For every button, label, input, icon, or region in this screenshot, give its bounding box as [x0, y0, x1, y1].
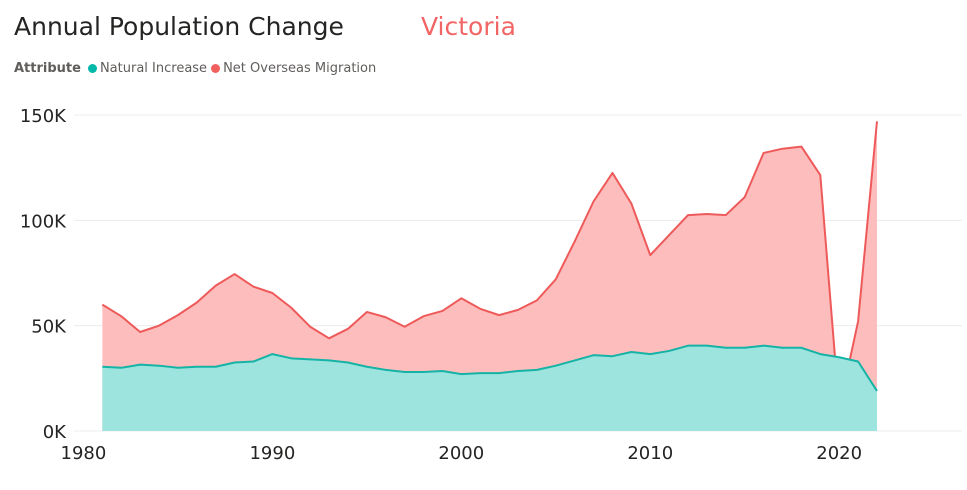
y-tick-label: 50K	[31, 317, 67, 338]
x-tick-label: 2020	[816, 443, 862, 464]
chart-subtitle: Victoria	[421, 12, 516, 41]
legend-item-natural-increase[interactable]: Natural Increase	[87, 61, 208, 76]
line-net-overseas-migration	[101, 121, 878, 410]
x-tick-label: 1980	[61, 443, 107, 464]
x-tick-label: 1990	[249, 443, 295, 464]
legend-label-net-overseas-migration: Net Overseas Migration	[223, 61, 377, 76]
legend-label-natural-increase: Natural Increase	[99, 61, 208, 76]
legend-marker-net-overseas-migration	[211, 64, 221, 73]
legend-item-net-overseas-migration[interactable]: Net Overseas Migration	[211, 61, 376, 76]
area-natural-increase	[102, 345, 877, 431]
axes: 0K 50K 100K 150K 1980 1990 2000 2010 2020	[20, 106, 862, 464]
chart-title: Annual Population Change	[14, 12, 344, 41]
x-tick-label: 2000	[438, 443, 484, 464]
y-tick-label: 100K	[20, 211, 67, 232]
y-tick-label: 0K	[43, 422, 67, 443]
line-natural-increase	[102, 344, 878, 392]
legend: Attribute Natural Increase Net Overseas …	[14, 61, 380, 76]
series-areas	[101, 121, 878, 431]
legend-marker-natural-increase	[87, 64, 97, 73]
y-tick-label: 150K	[20, 106, 67, 127]
legend-title: Attribute	[14, 61, 81, 76]
x-tick-label: 2010	[627, 443, 673, 464]
